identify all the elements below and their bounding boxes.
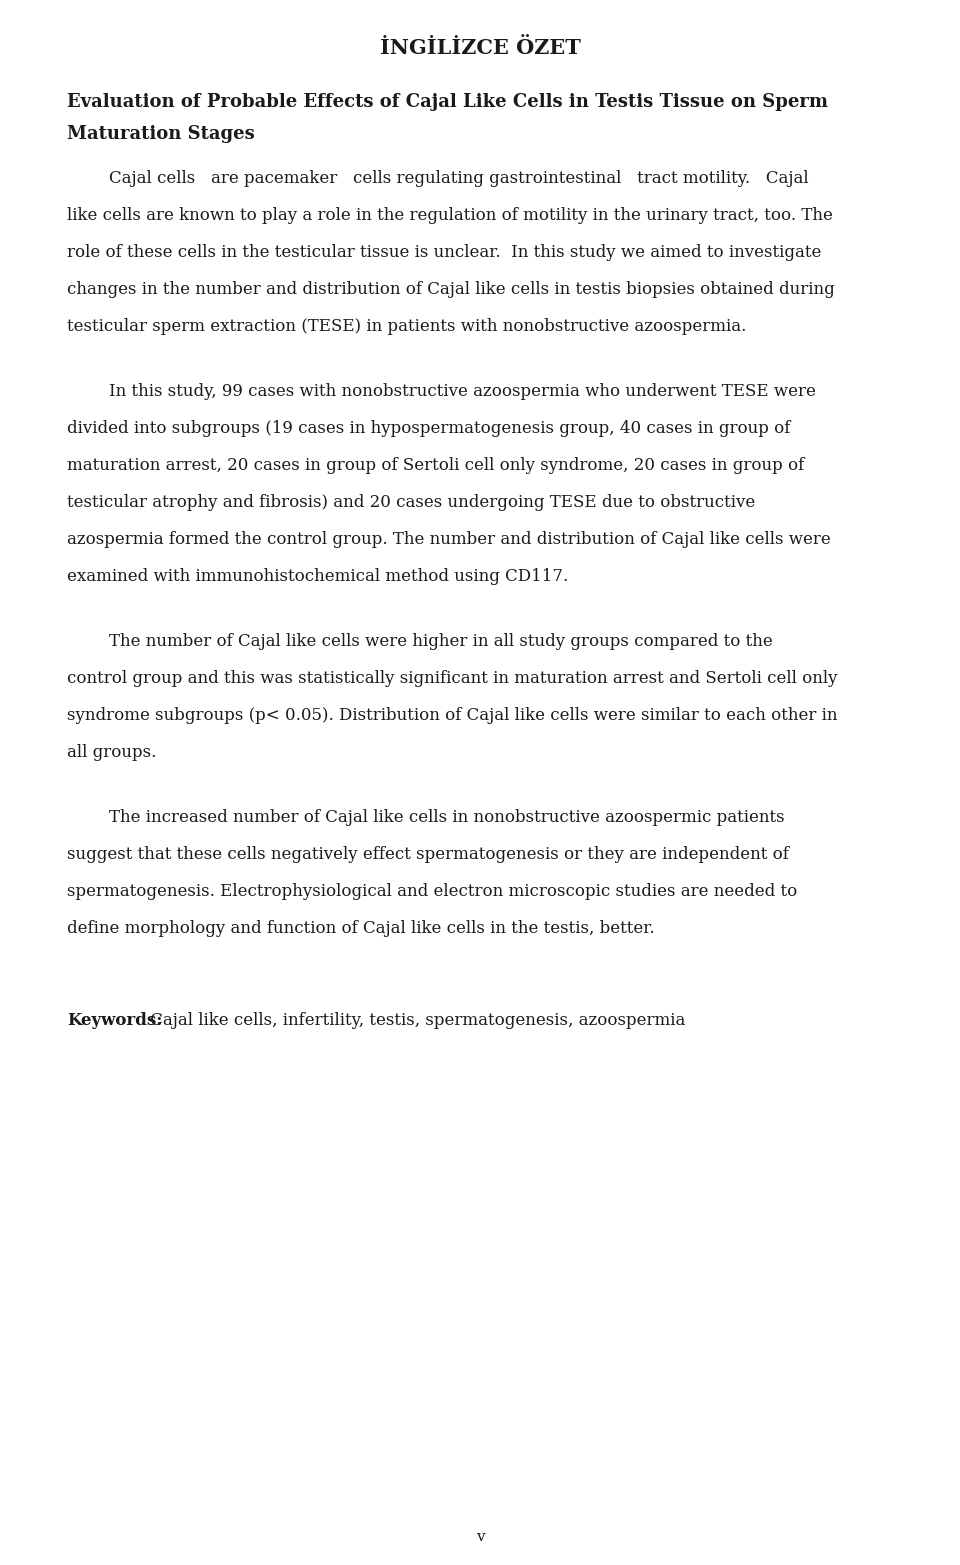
Text: syndrome subgroups (p< 0.05). Distribution of Cajal like cells were similar to e: syndrome subgroups (p< 0.05). Distributi… — [67, 707, 837, 725]
Text: Cajal like cells, infertility, testis, spermatogenesis, azoospermia: Cajal like cells, infertility, testis, s… — [145, 1013, 685, 1030]
Text: In this study, 99 cases with nonobstructive azoospermia who underwent TESE were: In this study, 99 cases with nonobstruct… — [67, 383, 816, 401]
Text: maturation arrest, 20 cases in group of Sertoli cell only syndrome, 20 cases in : maturation arrest, 20 cases in group of … — [67, 457, 804, 474]
Text: Evaluation of Probable Effects of Cajal Like Cells in Testis Tissue on Sperm: Evaluation of Probable Effects of Cajal … — [67, 92, 828, 111]
Text: examined with immunohistochemical method using CD117.: examined with immunohistochemical method… — [67, 568, 568, 585]
Text: testicular atrophy and fibrosis) and 20 cases undergoing TESE due to obstructive: testicular atrophy and fibrosis) and 20 … — [67, 495, 756, 512]
Text: İNGİLİZCE ÖZET: İNGİLİZCE ÖZET — [379, 38, 581, 58]
Text: define morphology and function of Cajal like cells in the testis, better.: define morphology and function of Cajal … — [67, 920, 655, 937]
Text: suggest that these cells negatively effect spermatogenesis or they are independe: suggest that these cells negatively effe… — [67, 847, 789, 862]
Text: Cajal cells   are pacemaker   cells regulating gastrointestinal   tract motility: Cajal cells are pacemaker cells regulati… — [67, 171, 808, 186]
Text: Keywords:: Keywords: — [67, 1013, 162, 1030]
Text: The number of Cajal like cells were higher in all study groups compared to the: The number of Cajal like cells were high… — [67, 632, 773, 649]
Text: testicular sperm extraction (TESE) in patients with nonobstructive azoospermia.: testicular sperm extraction (TESE) in pa… — [67, 318, 746, 335]
Text: changes in the number and distribution of Cajal like cells in testis biopsies ob: changes in the number and distribution o… — [67, 282, 835, 297]
Text: v: v — [476, 1531, 484, 1545]
Text: control group and this was statistically significant in maturation arrest and Se: control group and this was statistically… — [67, 670, 837, 687]
Text: like cells are known to play a role in the regulation of motility in the urinary: like cells are known to play a role in t… — [67, 207, 833, 224]
Text: divided into subgroups (19 cases in hypospermatogenesis group, 40 cases in group: divided into subgroups (19 cases in hypo… — [67, 419, 790, 437]
Text: spermatogenesis. Electrophysiological and electron microscopic studies are neede: spermatogenesis. Electrophysiological an… — [67, 883, 797, 900]
Text: azospermia formed the control group. The number and distribution of Cajal like c: azospermia formed the control group. The… — [67, 531, 830, 548]
Text: role of these cells in the testicular tissue is unclear.  In this study we aimed: role of these cells in the testicular ti… — [67, 244, 822, 261]
Text: all groups.: all groups. — [67, 743, 156, 761]
Text: The increased number of Cajal like cells in nonobstructive azoospermic patients: The increased number of Cajal like cells… — [67, 809, 784, 826]
Text: Maturation Stages: Maturation Stages — [67, 125, 254, 142]
